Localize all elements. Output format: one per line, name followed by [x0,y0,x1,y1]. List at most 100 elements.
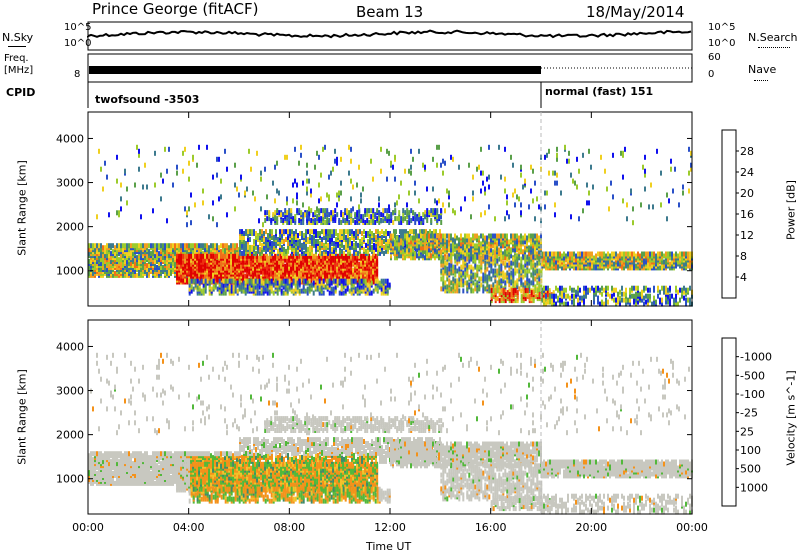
power-cell [216,273,219,279]
power-cell [246,273,249,279]
power-cell [374,253,377,259]
power-cell [232,243,234,249]
power-cell [440,243,442,249]
power-cell [303,244,305,250]
power-cell [366,218,369,223]
power-cell [186,253,189,259]
power-cell [440,237,442,243]
power-cell [140,272,142,278]
power-cell [244,286,247,292]
power-cell [243,239,245,244]
power-cell [374,220,377,225]
power-cell [500,233,502,239]
power-cell [94,265,96,270]
power-cell [309,229,311,235]
power-cell [327,250,329,256]
power-cell [344,261,347,267]
power-cell [256,278,259,284]
power-cell [266,210,269,216]
power-cell [448,233,450,239]
power-cell [492,272,495,278]
power-cell [170,270,172,276]
power-cell [240,253,243,259]
power-cell [516,256,519,262]
power-cell [298,288,301,294]
power-cell [394,255,396,261]
power-cell [534,288,537,294]
power-cell [355,241,357,246]
power-cell [458,276,461,282]
power-cell [324,253,327,259]
power-cell [450,286,453,292]
nave-legend-line [754,80,768,81]
power-cell [381,241,383,246]
power-cell [261,242,263,248]
power-cell [419,229,421,235]
power-cell [114,245,116,251]
power-cell [454,237,456,243]
power-cell [212,271,215,277]
power-cell [271,235,273,240]
power-cell [348,278,351,284]
power-cell [530,245,532,251]
power-cell [394,216,397,222]
power-cell [340,253,343,259]
power-cell [494,262,497,268]
power-cell [456,282,459,288]
power-cell [514,266,517,272]
power-cell [202,278,205,284]
power-cell [184,251,186,257]
power-cell [336,261,339,267]
power-cell [472,272,475,278]
power-cell [327,229,329,235]
power-cell [90,243,92,249]
power-cell [401,229,403,235]
power-cell [366,208,369,214]
power-cell [336,253,339,259]
power-cell [277,237,279,242]
power-cell [196,284,199,290]
power-cell [304,288,307,294]
power-cell [256,253,259,259]
power-cell [302,212,305,218]
power-cell [339,248,341,254]
power-cell [406,239,408,245]
power-cell [500,266,503,272]
power-cell [363,246,365,252]
power-cell [232,247,234,253]
power-cell [294,214,297,220]
power-cell [300,253,303,259]
power-cell [450,270,453,276]
power-cell [300,210,303,216]
power-cell [266,290,269,296]
power-cell [356,257,359,263]
power-cell [398,253,400,259]
power-cell [308,278,311,284]
power-cell [538,256,541,262]
power-cell [283,239,285,244]
power-cell [410,255,412,261]
power-cell [300,288,303,294]
power-cell [387,239,389,244]
power-cell [268,271,271,277]
power-cell [322,208,325,214]
power-cell [262,277,265,283]
power-cell [242,284,245,290]
power-cell [132,243,134,249]
power-cell [504,280,507,286]
power-cell [218,253,221,259]
power-cell [376,257,379,263]
power-cell [328,253,331,259]
power-cell [414,212,417,218]
power-cell [306,271,309,277]
power-cell [342,290,345,296]
power-cell [293,231,295,236]
power-cell [302,253,305,259]
power-cell [484,241,486,247]
power-cell [162,269,164,274]
power-cell [295,229,297,235]
power-cell [528,286,531,292]
power-cell [370,255,373,261]
power-cell [286,253,289,259]
power-cell [322,278,325,284]
